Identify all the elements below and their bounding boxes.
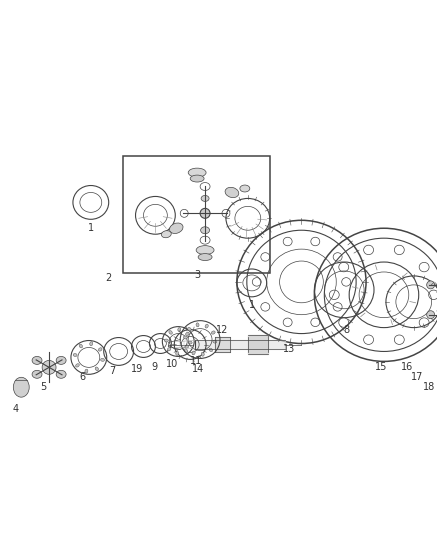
Ellipse shape [201,352,204,356]
Ellipse shape [201,196,209,201]
Ellipse shape [184,349,187,352]
Text: 11: 11 [190,357,202,366]
Text: 17: 17 [410,372,423,382]
Bar [123,156,270,273]
Ellipse shape [192,351,195,355]
Ellipse shape [212,331,215,334]
Ellipse shape [240,185,250,192]
Text: 5: 5 [40,382,46,392]
Ellipse shape [205,324,208,328]
Text: 12: 12 [216,325,228,335]
Ellipse shape [176,351,179,356]
Ellipse shape [167,348,171,351]
Ellipse shape [213,340,217,343]
Ellipse shape [42,360,56,374]
Text: 4: 4 [12,404,18,414]
Ellipse shape [101,358,105,361]
Ellipse shape [79,344,82,348]
Ellipse shape [427,281,434,289]
Ellipse shape [162,231,171,238]
Ellipse shape [184,336,187,339]
Text: 7: 7 [110,366,116,376]
Ellipse shape [32,357,42,365]
Ellipse shape [185,345,189,348]
Text: 18: 18 [423,382,435,392]
Text: 9: 9 [152,362,158,373]
Ellipse shape [85,369,88,373]
Text: 14: 14 [192,365,204,374]
Ellipse shape [32,370,42,378]
Text: 6: 6 [80,372,86,382]
Ellipse shape [178,328,181,332]
Text: 13: 13 [283,344,296,354]
Ellipse shape [90,342,93,346]
Text: 3: 3 [194,270,200,280]
Ellipse shape [187,327,191,331]
Ellipse shape [164,339,168,342]
Text: 16: 16 [401,362,413,373]
Ellipse shape [13,377,29,397]
Text: 15: 15 [375,362,387,373]
Ellipse shape [190,175,204,182]
Text: 19: 19 [131,365,144,374]
Ellipse shape [170,223,183,233]
Ellipse shape [56,357,66,365]
Ellipse shape [186,332,189,336]
Ellipse shape [169,330,172,334]
Ellipse shape [99,348,102,351]
Ellipse shape [198,254,212,261]
Ellipse shape [427,311,434,319]
Ellipse shape [200,208,210,219]
Ellipse shape [209,348,212,352]
Ellipse shape [201,227,209,233]
Ellipse shape [196,246,214,255]
Ellipse shape [188,168,206,177]
Ellipse shape [95,367,99,370]
Text: 1: 1 [88,223,94,233]
Ellipse shape [56,370,66,378]
Text: 1: 1 [249,300,255,310]
Text: 2: 2 [106,273,112,283]
Text: 8: 8 [343,325,349,335]
Ellipse shape [73,353,77,357]
Ellipse shape [188,341,192,344]
Text: 10: 10 [166,359,178,369]
Ellipse shape [196,323,199,327]
Ellipse shape [76,364,79,367]
Ellipse shape [225,187,239,198]
